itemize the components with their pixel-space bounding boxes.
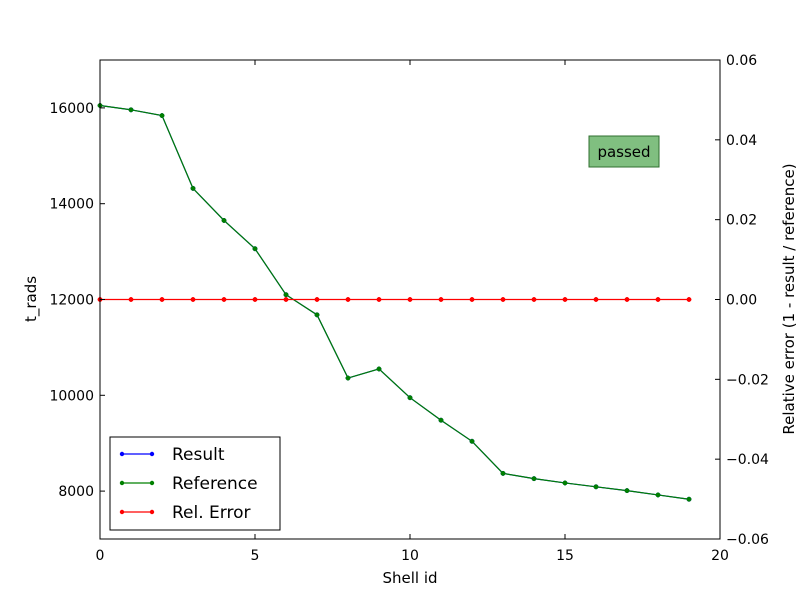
y2-tick-label: −0.04 — [726, 452, 769, 468]
y2-tick-label: 0.04 — [726, 133, 757, 149]
y-tick-label: 10000 — [49, 388, 94, 404]
data-point-rel-error — [190, 297, 196, 302]
y-ticks-layer: 8000 10000 12000 14000 16000 — [49, 101, 105, 500]
data-point-rel-error — [438, 297, 444, 302]
legend-marker-result — [149, 451, 155, 457]
data-point-reference — [128, 107, 134, 113]
y-tick-label: 16000 — [49, 101, 94, 117]
x-tick-label: 0 — [96, 548, 105, 564]
legend-marker-reference — [119, 480, 125, 486]
y2-tick-label: 0.06 — [726, 53, 757, 69]
data-point-rel-error — [624, 297, 630, 302]
legend-label-rel-error: Rel. Error — [172, 503, 250, 523]
x-ticks-layer: 0 5 10 15 20 — [96, 60, 729, 564]
data-point-rel-error — [655, 297, 661, 302]
legend-label-result: Result — [172, 445, 225, 465]
y2-tick-label: −0.06 — [726, 532, 769, 548]
legend-label-reference: Reference — [172, 474, 258, 494]
data-point-rel-error — [345, 297, 351, 302]
data-point-reference — [655, 492, 661, 498]
data-point-rel-error — [283, 297, 289, 302]
x-tick-label: 10 — [401, 548, 419, 564]
y2-tick-label: −0.02 — [726, 372, 769, 388]
data-point-reference — [531, 476, 537, 482]
legend-marker-rel-error — [149, 509, 155, 515]
data-point-rel-error — [376, 297, 382, 302]
x-axis-label: Shell id — [382, 569, 437, 587]
status-text: passed — [597, 143, 650, 161]
y-tick-label: 12000 — [49, 293, 94, 309]
x-tick-label: 5 — [251, 548, 260, 564]
legend: Result Reference Rel. Error — [109, 436, 281, 531]
data-point-reference — [159, 113, 165, 119]
data-point-rel-error — [593, 297, 599, 302]
x-tick-label: 20 — [711, 548, 729, 564]
y-tick-label: 14000 — [49, 197, 94, 213]
series-lines-layer — [99, 104, 690, 500]
data-point-reference — [283, 292, 289, 298]
data-point-reference — [686, 496, 692, 502]
data-point-reference — [469, 438, 475, 444]
data-point-rel-error — [469, 297, 475, 302]
data-point-reference — [438, 417, 444, 423]
data-point-rel-error — [314, 297, 320, 302]
x-tick-label: 15 — [556, 548, 574, 564]
y2-ticks-layer: −0.06 −0.04 −0.02 0.00 0.02 0.04 0.06 — [715, 53, 769, 548]
y-axis-label: t_rads — [22, 276, 41, 322]
data-point-reference — [407, 395, 413, 401]
legend-marker-rel-error — [119, 509, 125, 515]
legend-entries: Result Reference Rel. Error — [119, 445, 258, 523]
y-tick-label: 8000 — [58, 484, 94, 500]
data-point-reference — [252, 246, 258, 252]
data-point-rel-error — [531, 297, 537, 302]
data-point-rel-error — [128, 297, 134, 302]
data-point-reference — [624, 488, 630, 494]
data-point-reference — [593, 484, 599, 490]
data-point-rel-error — [252, 297, 258, 302]
data-point-reference — [221, 218, 227, 223]
y2-tick-label: 0.02 — [726, 213, 757, 229]
legend-marker-reference — [149, 480, 155, 486]
data-point-rel-error — [159, 297, 165, 302]
data-point-reference — [562, 480, 568, 486]
data-point-reference — [190, 185, 196, 191]
data-point-rel-error — [500, 297, 506, 302]
series-line-reference — [99, 104, 690, 500]
data-point-rel-error — [407, 297, 413, 302]
data-point-reference — [376, 366, 382, 372]
data-point-reference — [500, 470, 506, 476]
y2-axis-label: Relative error (1 - result / reference) — [780, 163, 798, 434]
data-point-rel-error — [221, 297, 227, 302]
data-point-rel-error — [562, 297, 568, 302]
data-point-rel-error — [686, 297, 692, 302]
status-box — [588, 135, 660, 168]
data-point-reference — [314, 312, 320, 318]
legend-marker-result — [119, 451, 125, 457]
data-point-reference — [345, 375, 351, 381]
status-annotation: passed — [588, 135, 660, 168]
y2-tick-label: 0.00 — [726, 293, 757, 309]
